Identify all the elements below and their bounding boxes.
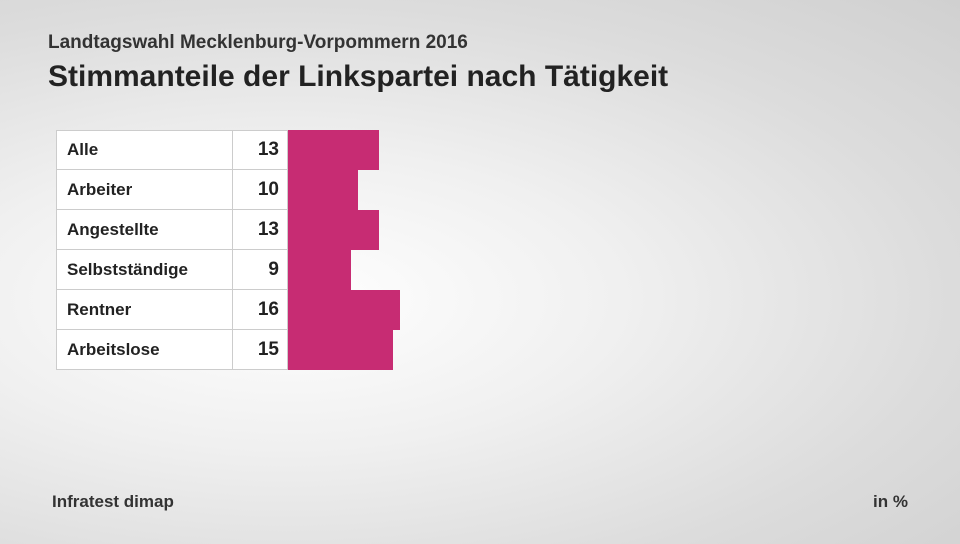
chart-row: Arbeiter10	[56, 170, 912, 210]
row-value: 13	[232, 210, 288, 250]
row-label: Rentner	[56, 290, 232, 330]
header: Landtagswahl Mecklenburg-Vorpommern 2016…	[48, 32, 912, 94]
chart-title: Stimmanteile der Linkspartei nach Tätigk…	[48, 60, 912, 94]
bar-track	[288, 210, 912, 250]
bar-track	[288, 250, 912, 290]
row-label: Angestellte	[56, 210, 232, 250]
row-value: 16	[232, 290, 288, 330]
bar-fill	[288, 210, 379, 250]
bar-track	[288, 170, 912, 210]
footer: Infratest dimap in %	[48, 492, 912, 520]
bar-fill	[288, 290, 400, 330]
row-value: 15	[232, 330, 288, 370]
row-label: Selbstständige	[56, 250, 232, 290]
chart-subtitle: Landtagswahl Mecklenburg-Vorpommern 2016	[48, 32, 912, 54]
row-value: 9	[232, 250, 288, 290]
bar-fill	[288, 170, 358, 210]
bar-track	[288, 290, 912, 330]
row-label: Arbeitslose	[56, 330, 232, 370]
row-value: 10	[232, 170, 288, 210]
chart-container: Landtagswahl Mecklenburg-Vorpommern 2016…	[0, 0, 960, 544]
chart-row: Angestellte13	[56, 210, 912, 250]
chart-row: Alle13	[56, 130, 912, 170]
bar-track	[288, 330, 912, 370]
bar-chart: Alle13Arbeiter10Angestellte13Selbstständ…	[56, 130, 912, 370]
chart-row: Arbeitslose15	[56, 330, 912, 370]
source-label: Infratest dimap	[52, 492, 174, 512]
row-label: Alle	[56, 130, 232, 170]
bar-fill	[288, 330, 393, 370]
unit-label: in %	[873, 492, 908, 512]
bar-track	[288, 130, 912, 170]
chart-area: Alle13Arbeiter10Angestellte13Selbstständ…	[48, 130, 912, 492]
chart-row: Selbstständige9	[56, 250, 912, 290]
row-label: Arbeiter	[56, 170, 232, 210]
bar-fill	[288, 250, 351, 290]
bar-fill	[288, 130, 379, 170]
row-value: 13	[232, 130, 288, 170]
chart-row: Rentner16	[56, 290, 912, 330]
